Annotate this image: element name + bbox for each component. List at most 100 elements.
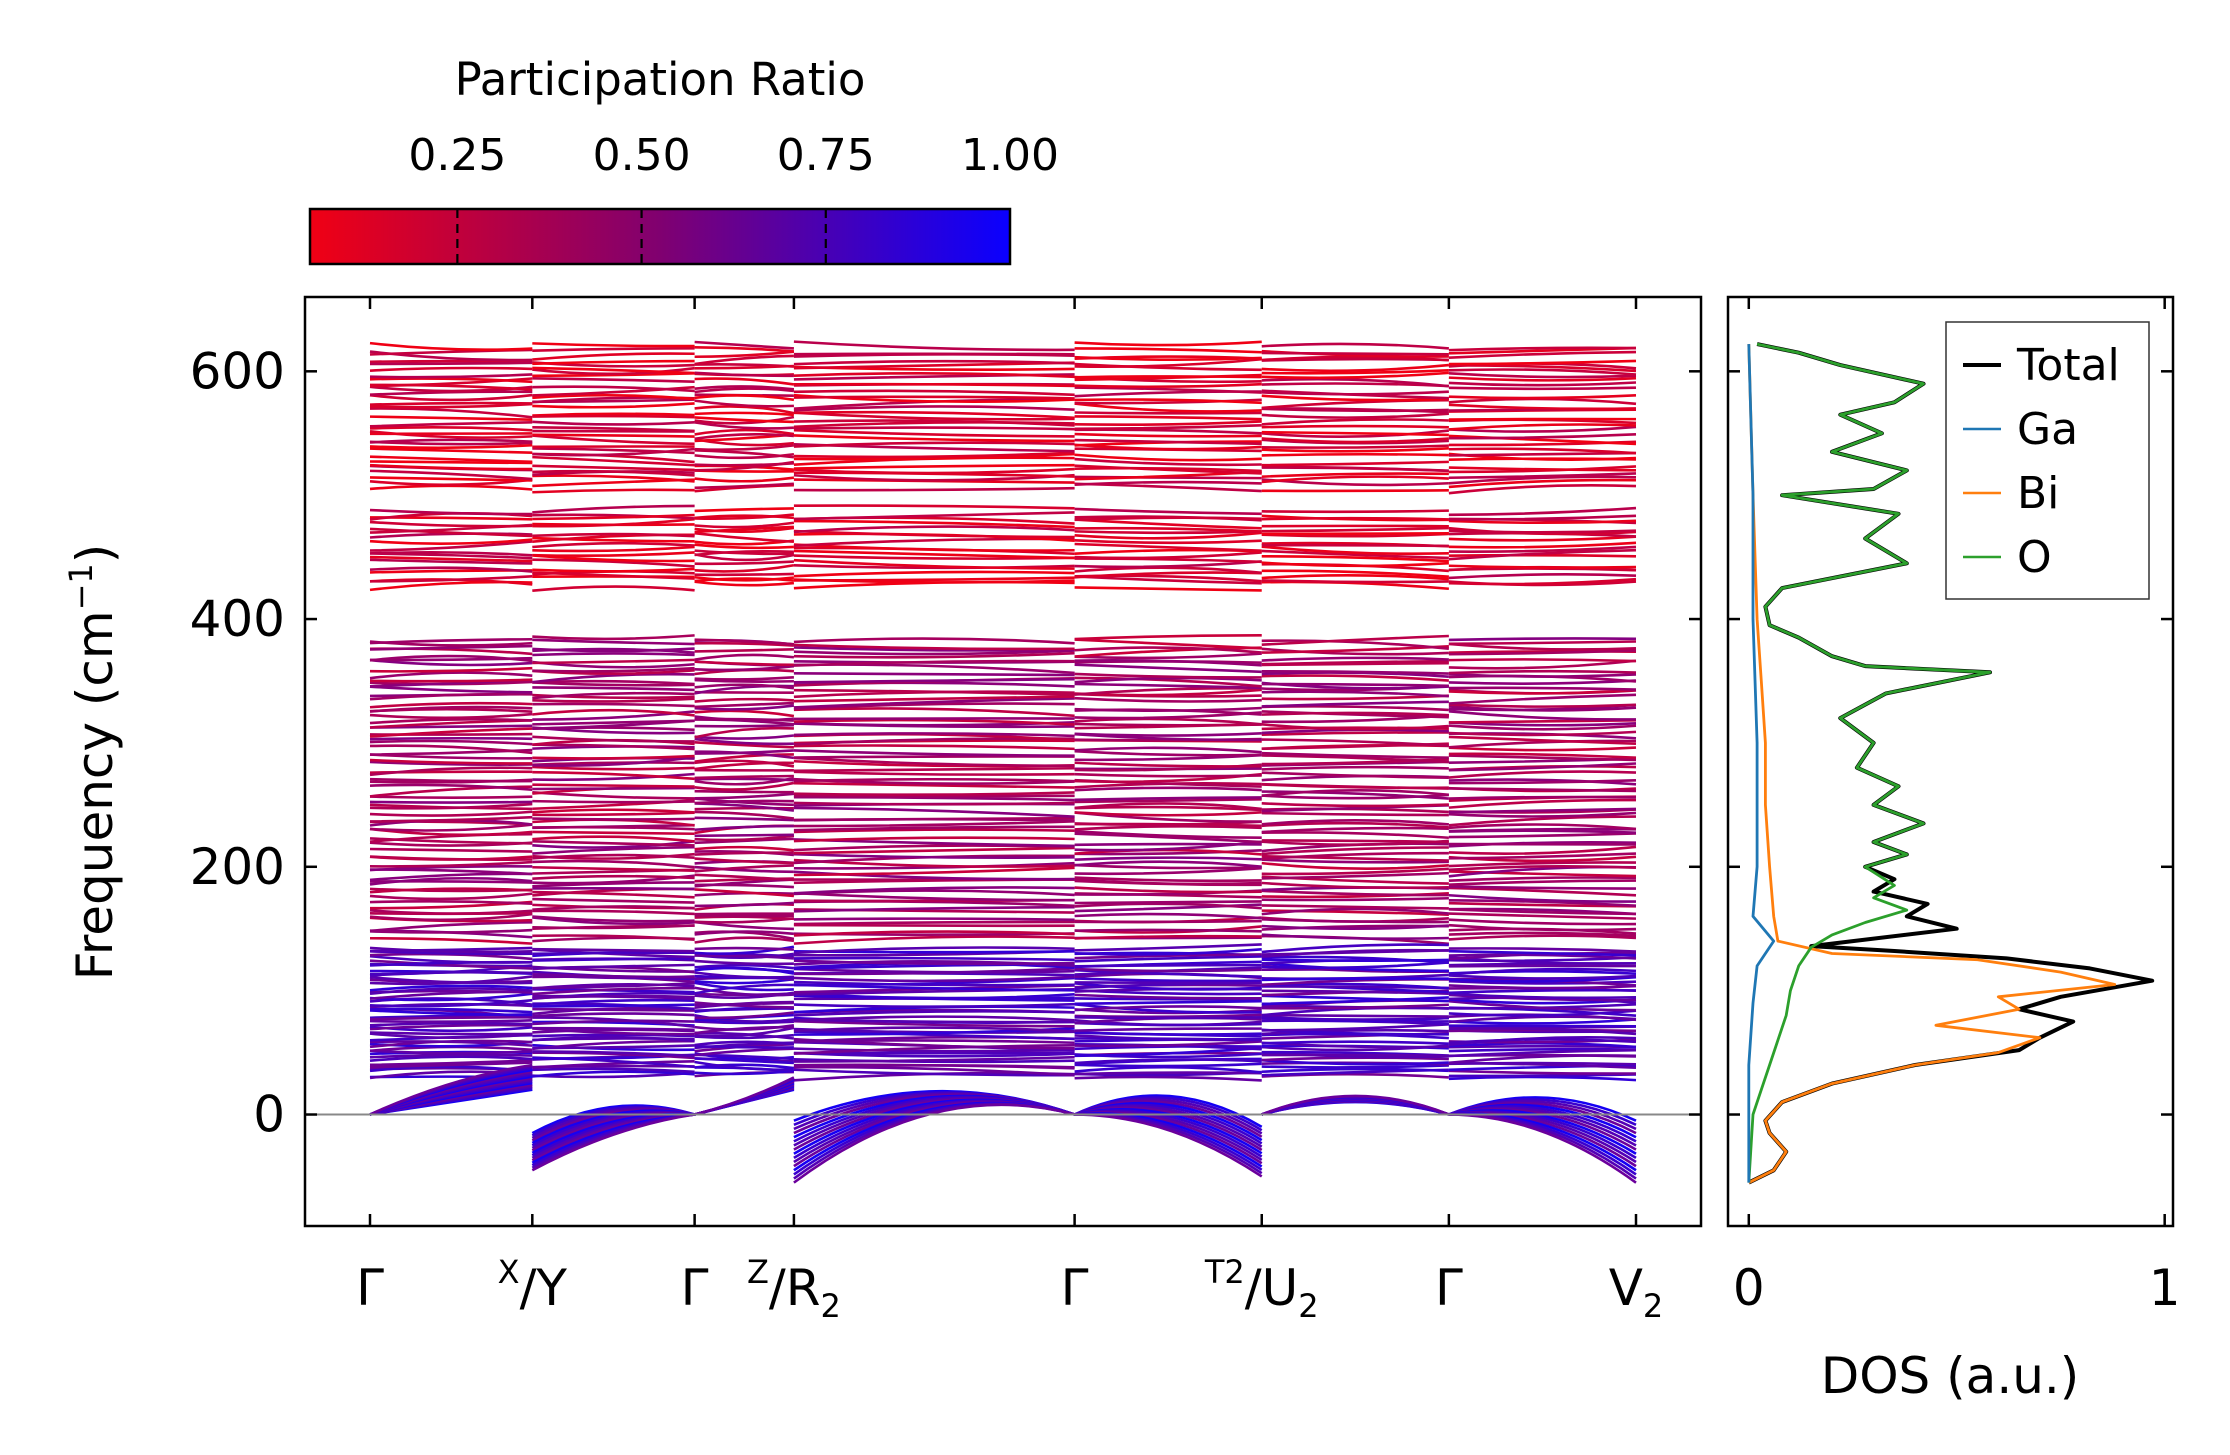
band-lines	[369, 340, 1637, 1184]
low-frequency-band	[1448, 1024, 1637, 1028]
high-frequency-band	[1074, 443, 1262, 451]
low-frequency-band	[694, 983, 794, 995]
mid-frequency-band	[1261, 821, 1449, 829]
acoustic-band	[1448, 1113, 1637, 1184]
mid-frequency-band	[1261, 674, 1449, 682]
low-frequency-band	[793, 946, 1075, 955]
low-frequency-band	[1074, 1027, 1262, 1033]
mid-frequency-band	[1261, 818, 1449, 826]
mid-frequency-band	[1261, 831, 1449, 840]
high-frequency-band	[793, 519, 1075, 529]
mid-frequency-band	[532, 634, 695, 641]
mid-frequency-band	[1261, 711, 1449, 717]
low-frequency-band	[694, 977, 795, 985]
mid-frequency-band	[1448, 703, 1637, 708]
low-frequency-band	[1448, 984, 1637, 990]
high-frequency-band	[532, 513, 695, 520]
mid-frequency-band	[793, 707, 1075, 718]
mid-frequency-band	[1261, 639, 1450, 651]
high-frequency-band	[793, 486, 1075, 492]
high-frequency-band	[369, 460, 533, 465]
dos-x-tick-label: 0	[1733, 1259, 1765, 1317]
mid-frequency-band	[532, 909, 695, 916]
high-frequency-band	[369, 407, 533, 419]
high-frequency-band	[532, 366, 695, 375]
high-frequency-band	[694, 345, 795, 353]
low-frequency-band	[1448, 1069, 1637, 1075]
high-frequency-band	[532, 359, 695, 366]
low-frequency-band	[694, 981, 794, 992]
mid-frequency-band	[1074, 659, 1262, 667]
mid-frequency-band	[1448, 845, 1637, 855]
high-frequency-band	[1074, 340, 1262, 347]
mid-frequency-band	[532, 681, 695, 687]
low-frequency-band	[1261, 996, 1449, 1006]
high-frequency-band	[369, 538, 533, 545]
low-frequency-band	[532, 1070, 695, 1078]
high-frequency-band	[793, 549, 1075, 560]
low-frequency-band	[1448, 1061, 1637, 1066]
low-frequency-band	[694, 1011, 795, 1020]
high-frequency-band	[1261, 475, 1449, 484]
high-frequency-band	[369, 401, 533, 406]
high-frequency-band	[1261, 390, 1449, 396]
low-frequency-band	[694, 1033, 795, 1040]
k-point-label: X/Y	[498, 1253, 568, 1317]
mid-frequency-band	[532, 886, 695, 891]
mid-frequency-band	[1448, 735, 1637, 746]
high-frequency-band	[1448, 541, 1637, 549]
mid-frequency-band	[369, 712, 533, 720]
high-frequency-band	[1261, 526, 1449, 533]
legend-label-ga: Ga	[2017, 404, 2078, 455]
mid-frequency-band	[694, 641, 794, 647]
low-frequency-band	[1261, 989, 1449, 995]
high-frequency-band	[1448, 376, 1637, 382]
mid-frequency-band	[532, 761, 695, 767]
mid-frequency-band	[1448, 907, 1637, 916]
low-frequency-band	[1074, 948, 1262, 956]
mid-frequency-band	[532, 708, 695, 717]
low-frequency-band	[532, 1033, 695, 1038]
high-frequency-band	[369, 415, 533, 421]
high-frequency-band	[1261, 371, 1449, 380]
high-frequency-band	[1448, 350, 1637, 359]
low-frequency-band	[369, 1021, 533, 1027]
high-frequency-band	[1448, 553, 1637, 558]
low-frequency-band	[369, 992, 533, 1002]
high-frequency-band	[694, 416, 794, 424]
low-frequency-band	[793, 980, 1075, 987]
mid-frequency-band	[532, 743, 695, 751]
colorbar: Participation Ratio 0.25 0.50 0.75 1.00	[308, 53, 1059, 266]
mid-frequency-band	[369, 744, 533, 755]
low-frequency-band	[1074, 977, 1262, 983]
mid-frequency-band	[1448, 724, 1637, 731]
low-frequency-band	[532, 998, 695, 1007]
high-frequency-band	[532, 420, 695, 426]
high-frequency-band	[532, 393, 695, 401]
mid-frequency-band	[1074, 832, 1262, 844]
low-frequency-band	[1448, 949, 1637, 957]
mid-frequency-band	[793, 852, 1075, 860]
high-frequency-band	[1448, 381, 1637, 387]
high-frequency-band	[1074, 420, 1262, 427]
low-frequency-band	[1074, 968, 1262, 978]
mid-frequency-band	[532, 658, 695, 665]
low-frequency-band	[793, 1019, 1075, 1028]
low-frequency-band	[793, 1068, 1075, 1077]
high-frequency-band	[1448, 535, 1637, 542]
mid-frequency-band	[532, 719, 695, 726]
high-frequency-band	[532, 455, 695, 467]
high-frequency-band	[369, 469, 533, 481]
high-frequency-band	[793, 504, 1075, 510]
low-frequency-band	[1074, 1046, 1262, 1058]
dos-series-bi	[1747, 344, 2117, 1184]
high-frequency-band	[1074, 516, 1262, 522]
mid-frequency-band	[694, 774, 794, 780]
mid-frequency-band	[694, 930, 795, 936]
mid-frequency-band	[1448, 912, 1637, 920]
mid-frequency-band	[793, 917, 1075, 922]
low-frequency-band	[1074, 1021, 1262, 1027]
mid-frequency-band	[1448, 710, 1637, 721]
mid-frequency-band	[1448, 923, 1637, 932]
